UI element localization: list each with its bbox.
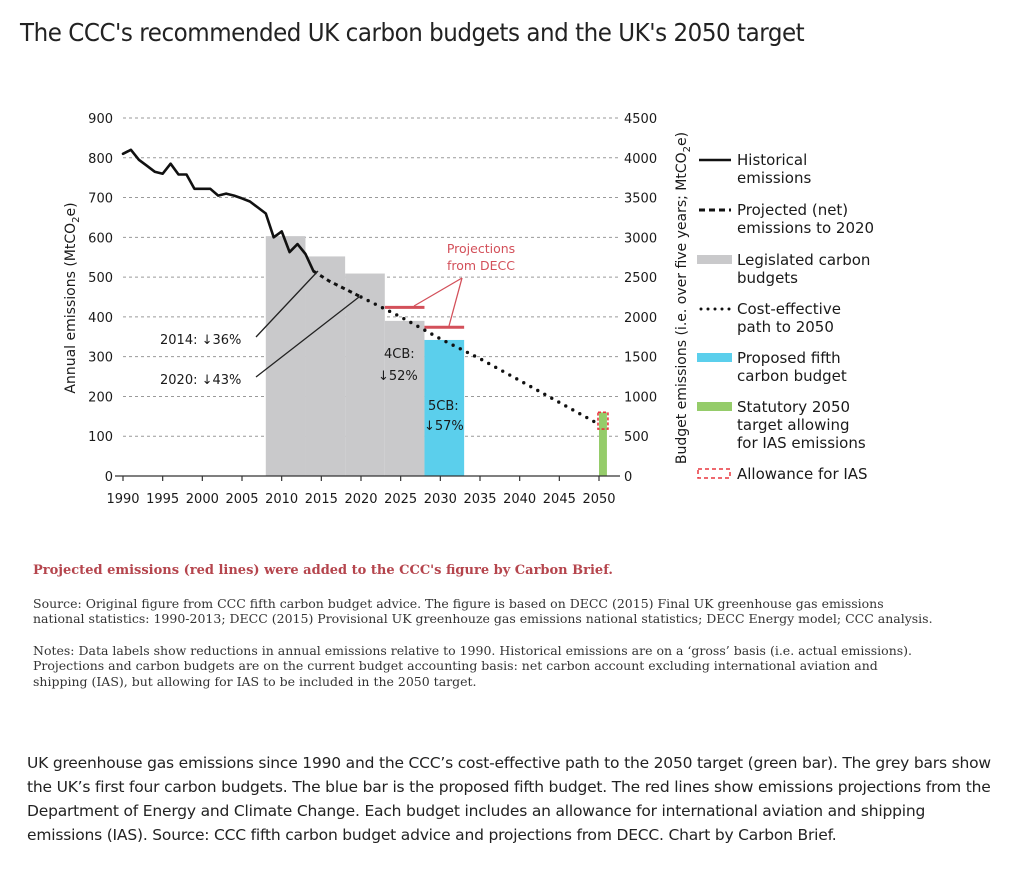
x-tick-label: 2010 (265, 492, 298, 507)
y-tick-label: 900 (88, 112, 113, 127)
y-right-tick-label: 4000 (624, 152, 657, 167)
legend-swatch-green (697, 402, 732, 411)
y-axis-title-right: Budget emissions (i.e. over five years; … (674, 132, 693, 464)
chart-title: The CCC's recommended UK carbon budgets … (20, 18, 805, 47)
caption: UK greenhouse gas emissions since 1990 a… (27, 754, 991, 844)
y-tick-label: 300 (88, 351, 113, 366)
ias-allowance-box (597, 411, 609, 430)
y-tick-label: 0 (105, 470, 113, 485)
legend-label: Statutory 2050 (737, 398, 850, 416)
y-tick-label: 500 (88, 271, 113, 286)
x-tick-label: 2015 (305, 492, 338, 507)
y-tick-label: 700 (88, 192, 113, 207)
y-right-tick-label: 1500 (624, 351, 657, 366)
bar-5cb (424, 339, 465, 476)
legend-label: Allowance for IAS (737, 465, 868, 483)
x-tick-label: 2040 (503, 492, 536, 507)
legend-label: emissions (737, 169, 811, 187)
annotation-2020-leader (255, 296, 360, 378)
x-tick-label: 2000 (186, 492, 219, 507)
annotation-decc-leader-5cb (448, 277, 463, 327)
legend-label: carbon budget (737, 367, 847, 385)
y-right-tick-label: 3000 (624, 231, 657, 246)
annotations: 2014: ↓36% 2020: ↓43% 4CB: ↓52% 5CB: ↓57… (160, 241, 515, 434)
axes (115, 475, 620, 481)
chart: 0 0 100 500 200 1000 300 1500 400 2000 500 2500 600 3… (63, 112, 874, 507)
y-tick-label: 400 (88, 311, 113, 326)
x-tick-label: 1990 (106, 492, 139, 507)
annotation-5cb-value: ↓57% (424, 419, 464, 434)
legend-label: path to 2050 (737, 318, 834, 336)
x-tick-label: 2020 (344, 492, 377, 507)
x-tick-label: 2030 (424, 492, 457, 507)
x-tick-label: 2005 (225, 492, 258, 507)
y-right-tick-label: 2500 (624, 271, 657, 286)
legend-label: Proposed fifth (737, 349, 841, 367)
bars (265, 236, 609, 476)
projected-emissions-line (312, 269, 362, 299)
x-tick-label: 2050 (582, 492, 615, 507)
legend-label: Historical (737, 151, 807, 169)
source-note: Source: Original figure from CCC fifth c… (33, 595, 933, 627)
y-right-tick-label: 3500 (624, 192, 657, 207)
x-tick-label: 2035 (463, 492, 496, 507)
x-tick-label: 2025 (384, 492, 417, 507)
annotation-4cb-label: 4CB: (384, 347, 415, 362)
bar-1cb (265, 236, 306, 476)
tick-labels: 0 0 100 500 200 1000 300 1500 400 2000 500 2500 600 3… (88, 112, 657, 507)
red-note: Projected emissions (red lines) were add… (33, 563, 613, 578)
bar-2050 (599, 412, 607, 476)
y-right-tick-label: 0 (624, 470, 632, 485)
annotation-2020: 2020: ↓43% (160, 373, 241, 388)
x-tick-label: 2045 (543, 492, 576, 507)
historical-emissions-line (121, 148, 315, 273)
y-axis-title-left: Annual emissions (MtCO2e) (63, 202, 82, 393)
notes-text: Notes: Data labels show reductions in an… (33, 642, 913, 689)
y-right-tick-label: 4500 (624, 112, 657, 127)
legend-swatch-blue (697, 353, 732, 362)
annotation-decc-leader-4cb (413, 277, 463, 307)
legend-label: emissions to 2020 (737, 219, 874, 237)
y-right-tick-label: 1000 (624, 390, 657, 405)
legend-item-ias: Allowance for IAS (697, 465, 868, 483)
lines (121, 148, 601, 426)
bar-4cb (384, 320, 425, 476)
annotation-decc-line2: from DECC (447, 258, 515, 273)
annotation-decc-line1: Projections (447, 241, 515, 256)
legend-label: Cost-effective (737, 300, 841, 318)
legend-swatch-ias (697, 468, 731, 479)
legend-label: target allowing (737, 416, 850, 434)
legend-label: Legislated carbon (737, 251, 870, 269)
annotation-4cb-value: ↓52% (378, 369, 418, 384)
annotation-5cb-label: 5CB: (428, 399, 459, 414)
y-tick-label: 100 (88, 430, 113, 445)
legend-label: budgets (737, 269, 798, 287)
annotation-2014-leader (255, 270, 319, 338)
y-tick-label: 200 (88, 390, 113, 405)
x-tick-label: 1995 (146, 492, 179, 507)
y-right-tick-label: 2000 (624, 311, 657, 326)
legend-swatch-grey (697, 255, 732, 264)
annotation-2014: 2014: ↓36% (160, 333, 241, 348)
y-tick-label: 600 (88, 231, 113, 246)
y-right-tick-label: 500 (624, 430, 649, 445)
bar-3cb (345, 273, 385, 476)
legend-label: Projected (net) (737, 201, 848, 219)
y-tick-label: 800 (88, 152, 113, 167)
bar-2cb (305, 256, 346, 476)
cost-effective-path-line (359, 295, 601, 426)
legend-label: for IAS emissions (737, 434, 866, 452)
figure-notes: Projected emissions (red lines) were add… (33, 563, 933, 705)
legend-item-projected: Projected (net)emissions to 2020 (699, 201, 874, 237)
